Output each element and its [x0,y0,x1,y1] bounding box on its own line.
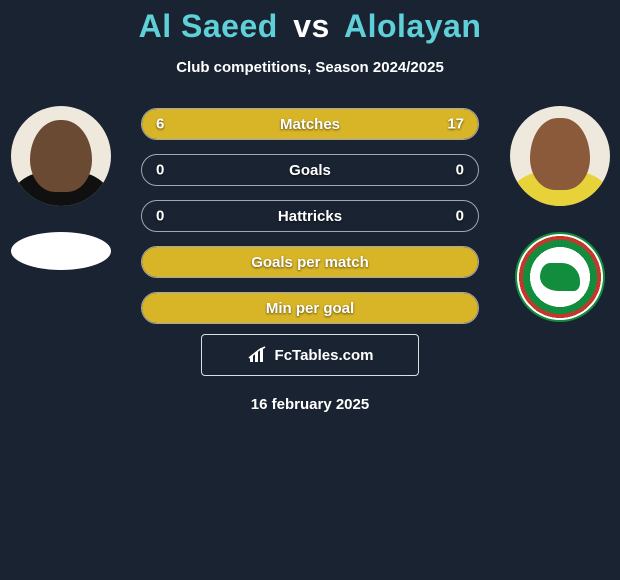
stat-label: Min per goal [266,300,354,317]
stat-value-left: 0 [156,208,164,225]
stat-row: Goals per match [141,246,479,278]
player1-name: Al Saeed [139,8,278,44]
main-row: 6 17 Matches 0 0 Goals 0 0 Hattricks Goals per ma… [0,106,620,324]
player1-avatar [11,106,111,206]
left-column [8,106,113,270]
right-column [507,106,612,322]
comparison-card: Al Saeed vs Alolayan Club competitions, … [0,0,620,413]
stat-value-left: 6 [156,116,164,133]
vs-label: vs [293,8,330,44]
stat-value-left: 0 [156,162,164,179]
brand-text: FcTables.com [275,347,374,364]
subtitle: Club competitions, Season 2024/2025 [0,59,620,76]
stat-row: 6 17 Matches [141,108,479,140]
stat-value-right: 0 [456,162,464,179]
stats-column: 6 17 Matches 0 0 Goals 0 0 Hattricks Goals per ma… [141,106,479,324]
stat-label: Hattricks [278,208,342,225]
stat-label: Matches [280,116,340,133]
brand-box[interactable]: FcTables.com [201,334,419,376]
stat-bar-right [229,109,478,139]
player2-club-badge [515,232,605,322]
page-title: Al Saeed vs Alolayan [0,8,620,45]
date-line: 16 february 2025 [0,396,620,413]
player2-avatar [510,106,610,206]
chart-icon [247,346,269,364]
stat-label: Goals per match [251,254,369,271]
stat-row: Min per goal [141,292,479,324]
player1-club-badge [11,232,111,270]
stat-row: 0 0 Hattricks [141,200,479,232]
stat-value-right: 0 [456,208,464,225]
stat-label: Goals [289,162,331,179]
stat-value-right: 17 [447,116,464,133]
player2-name: Alolayan [344,8,481,44]
stat-row: 0 0 Goals [141,154,479,186]
